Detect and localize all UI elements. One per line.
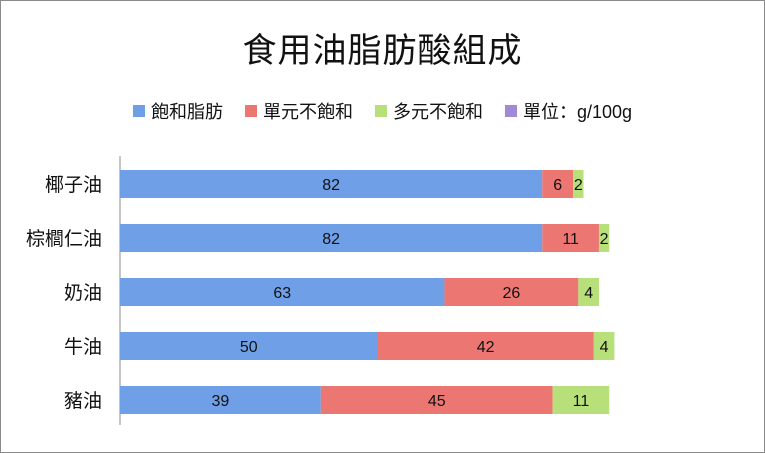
- category-label: 豬油: [64, 390, 102, 412]
- legend-swatch-unit: [504, 105, 517, 117]
- category-label: 棕櫚仁油: [26, 228, 102, 250]
- legend-label-saturated: 飽和脂肪: [150, 102, 223, 123]
- bar-segment-poly: [578, 278, 599, 306]
- category-label: 牛油: [64, 336, 102, 358]
- data-label: 11: [562, 231, 579, 248]
- bar-segment-mono: [444, 278, 579, 306]
- data-label: 4: [600, 339, 609, 356]
- data-label: 4: [584, 285, 593, 302]
- bar-segment-saturated: [120, 224, 543, 252]
- data-label: 45: [428, 393, 446, 410]
- data-label: 42: [477, 339, 495, 356]
- data-label: 63: [273, 285, 291, 302]
- category-label: 椰子油: [45, 174, 102, 196]
- bar-segment-saturated: [120, 170, 543, 198]
- category-label: 奶油: [64, 282, 102, 304]
- data-label: 2: [600, 231, 609, 248]
- chart-title: 食用油脂肪酸組成: [242, 31, 523, 71]
- legend-swatch-saturated: [132, 105, 145, 117]
- bar-segment-poly: [593, 332, 615, 360]
- data-label: 82: [322, 177, 340, 194]
- bar-segment-saturated: [120, 278, 445, 306]
- chart-legend: 飽和脂肪 單元不飽和 多元不飽和 單位：g/100g: [1, 97, 764, 125]
- bar-segment-mono: [320, 386, 553, 414]
- bar-segment-poly: [598, 224, 610, 252]
- bar-segment-mono: [377, 332, 594, 360]
- legend-label-mono: 單元不飽和: [262, 102, 353, 123]
- data-label: 50: [240, 339, 258, 356]
- legend-label-poly: 多元不飽和: [392, 102, 483, 123]
- data-label: 26: [503, 285, 521, 302]
- data-label: 82: [322, 231, 340, 248]
- legend-swatch-poly: [374, 105, 387, 117]
- legend-item-poly: 多元不飽和: [374, 98, 483, 124]
- bar-segment-saturated: [120, 332, 378, 360]
- data-label: 39: [212, 393, 230, 410]
- data-label: 2: [574, 177, 583, 194]
- legend-item-unit: 單位：g/100g: [504, 98, 633, 124]
- bar-segment-saturated: [120, 386, 321, 414]
- bar-segment-mono: [542, 170, 574, 198]
- bar-segment-mono: [542, 224, 599, 252]
- legend-swatch-mono: [244, 105, 257, 117]
- bar-segment-poly: [573, 170, 584, 198]
- data-label: 6: [553, 177, 562, 194]
- data-label: 11: [573, 393, 590, 410]
- legend-item-saturated: 飽和脂肪: [132, 98, 223, 124]
- legend-label-unit: 單位：g/100g: [522, 102, 633, 122]
- bar-segment-poly: [552, 386, 610, 414]
- legend-item-mono: 單元不飽和: [244, 98, 353, 124]
